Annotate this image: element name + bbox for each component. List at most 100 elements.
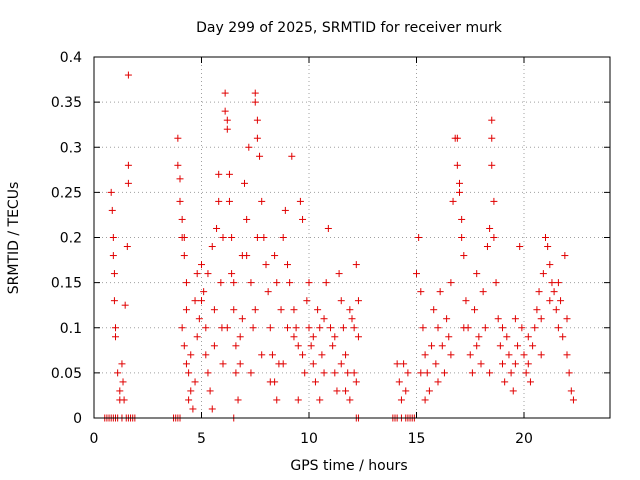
data-point [251,98,259,106]
data-point [346,396,354,404]
data-point [516,243,524,251]
data-point [329,342,337,350]
data-point [542,234,549,241]
data-point [395,378,403,386]
data-point [185,369,193,377]
data-point [417,288,425,296]
y-tick-label: 0.4 [60,50,82,66]
data-point [258,197,266,205]
y-tick-label: 0.05 [51,366,82,382]
data-point [279,360,287,368]
data-point [393,360,401,368]
data-point [215,170,223,178]
data-point [202,324,210,332]
data-point [180,234,188,241]
data-point [460,252,468,260]
data-point [311,378,319,386]
y-tick-label: 0.25 [51,185,82,201]
data-point [124,161,132,169]
data-point [202,351,210,359]
data-point [342,387,350,395]
data-point [307,342,315,350]
y-tick-label: 0.15 [51,276,82,292]
data-point [221,107,229,115]
data-point [486,369,494,377]
data-point [301,369,309,377]
data-point [260,234,268,241]
data-point [303,297,311,305]
data-point [266,324,274,332]
data-point [247,279,255,287]
data-point [198,261,205,269]
data-point [232,369,240,377]
data-point [299,215,307,223]
data-point [264,288,272,296]
data-point [288,152,296,160]
data-point [256,152,264,160]
data-point [219,360,227,368]
data-point [404,369,412,377]
data-point [438,342,446,350]
data-point [124,179,132,187]
data-point [434,378,442,386]
data-point [193,333,201,341]
data-point [350,324,358,332]
data-point [213,224,221,232]
data-point [440,369,448,377]
data-point [286,279,294,287]
data-point [253,234,261,241]
data-point [322,279,330,287]
data-point [236,360,244,368]
data-point [327,324,334,332]
data-point [112,333,119,341]
data-point [436,288,444,296]
data-point [225,170,233,178]
data-point [518,324,526,332]
data-point [182,360,190,368]
data-point [320,369,328,377]
data-point [251,89,259,97]
data-point [514,342,522,350]
data-point [120,396,128,404]
data-point [262,261,270,269]
data-point [346,306,354,314]
data-point [499,360,506,368]
data-point [496,342,504,350]
data-point [546,297,554,305]
data-point [550,288,558,296]
data-point [219,234,227,241]
data-point [490,197,498,205]
data-point [462,297,470,305]
data-point [544,243,552,251]
data-point [483,243,491,251]
data-point [243,215,251,223]
data-point [253,116,261,124]
chart-title: Day 299 of 2025, SRMTID for receiver mur… [196,20,503,36]
data-point [110,297,118,305]
data-point [473,270,481,278]
data-point [314,306,322,314]
data-point [268,351,276,359]
data-point [559,333,567,341]
data-point [479,288,487,296]
data-point [565,369,573,377]
data-point [238,252,246,260]
data-point [333,387,341,395]
tick-labels: 0 5 10 15 20 0 0.05 0.1 0.15 0.2 0.25 0.3 0.35 0.4 [51,50,533,447]
data-point [284,261,291,269]
data-point [428,342,436,350]
x-tick-label: 15 [408,431,426,447]
data-point [206,387,214,395]
data-point [539,270,547,278]
x-axis-label: GPS time / hours [290,458,407,474]
data-point [266,378,274,386]
y-tick-label: 0.2 [60,231,82,247]
data-point [397,396,405,404]
data-point [223,116,231,124]
x-tick-label: 0 [90,431,99,447]
data-point [561,252,569,260]
data-point [185,396,193,404]
data-point [488,116,496,124]
y-tick-label: 0 [73,411,82,427]
